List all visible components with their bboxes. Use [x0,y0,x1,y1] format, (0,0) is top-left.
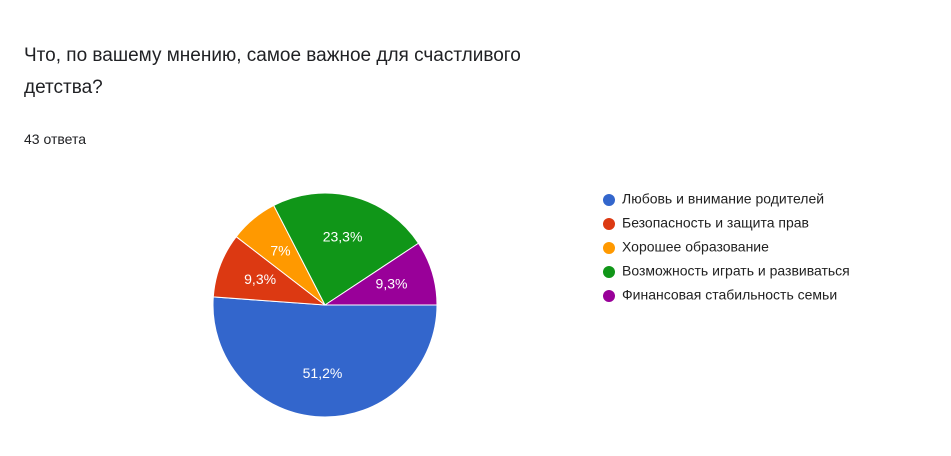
pie-slice [212,296,438,418]
slice-label: 9,3% [244,271,276,287]
legend-marker [603,218,615,230]
response-count: 43 ответа [24,131,86,147]
slice-label: 7% [270,242,290,258]
chart-title: Что, по вашему мнению, самое важное для … [24,45,521,98]
pie-slice [273,192,420,306]
legend-marker [603,266,615,278]
slice-label: 51,2% [303,365,343,381]
pie-slice [323,242,438,306]
legend-label: Безопасность и защита прав [622,215,809,231]
legend-marker [603,194,615,206]
legend-marker [603,290,615,302]
legend-marker [603,242,615,254]
legend-label: Финансовая стабильность семьи [622,287,837,303]
legend-label: Возможность играть и развиваться [622,263,850,279]
legend-label: Любовь и внимание родителей [622,191,824,207]
slice-label: 23,3% [323,229,363,245]
slice-label: 9,3% [376,276,408,292]
legend-label: Хорошее образование [622,239,769,255]
